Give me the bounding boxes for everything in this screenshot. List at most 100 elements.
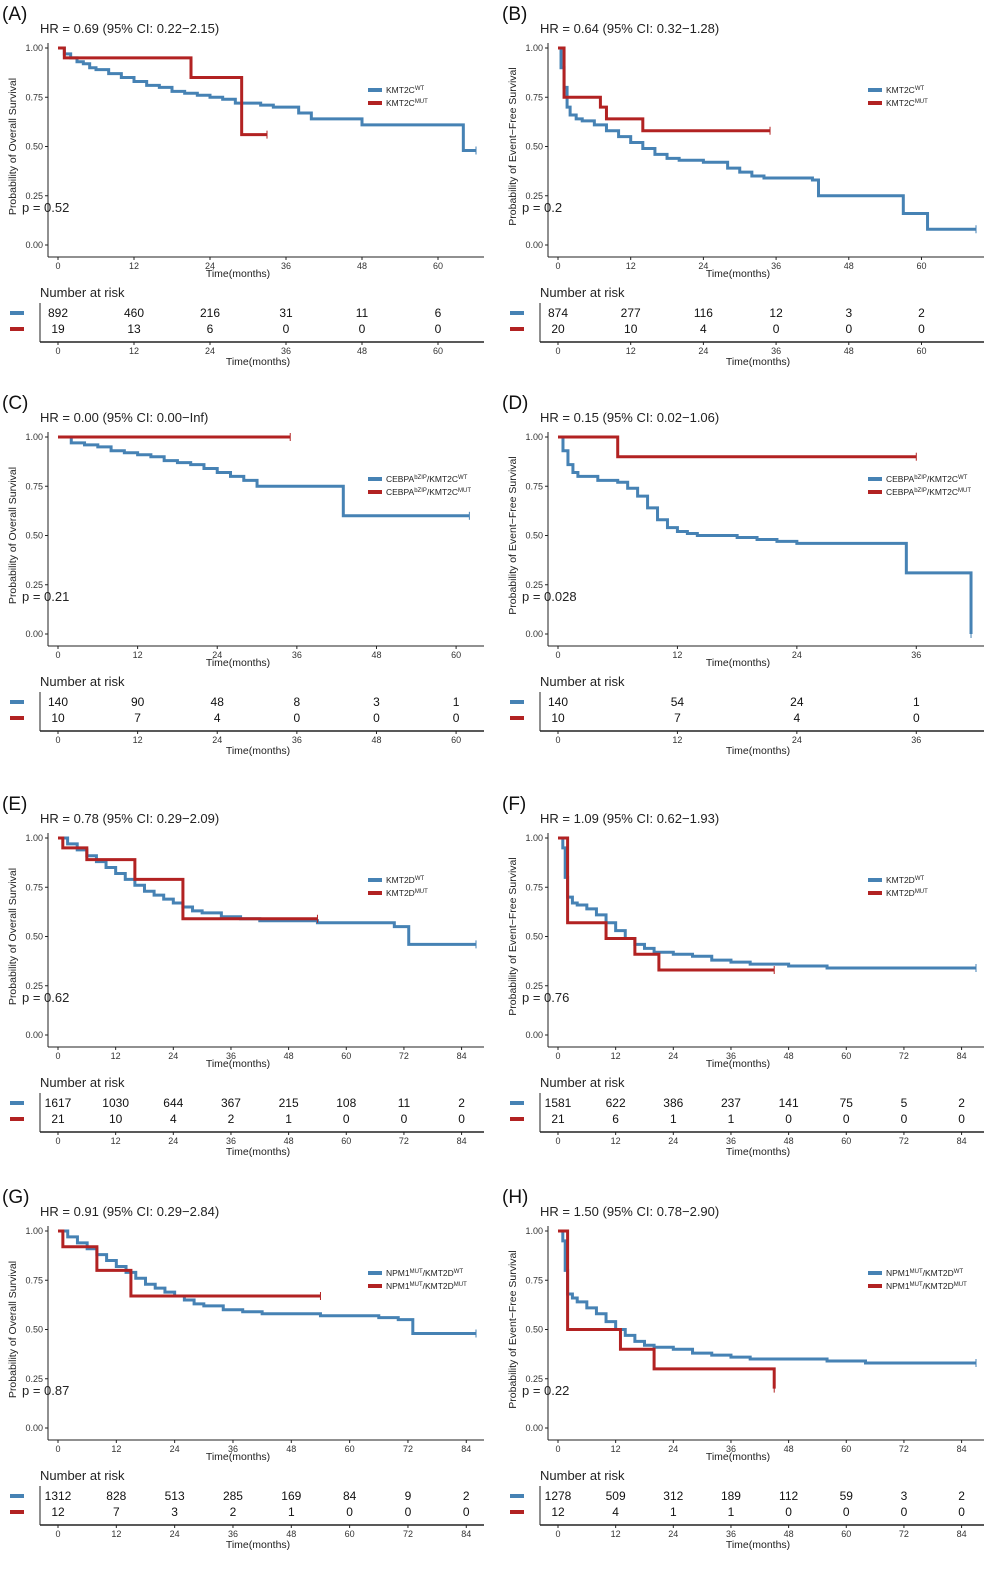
risk-count-mut: 1 — [288, 1505, 295, 1519]
risk-x-axis-label: Time(months) — [226, 1146, 290, 1158]
y-tick-label: 0.50 — [525, 1325, 543, 1335]
risk-count-mut: 4 — [612, 1505, 619, 1519]
risk-x-tick-label: 48 — [784, 1529, 794, 1539]
y-tick-label: 1.00 — [525, 833, 543, 843]
risk-count-wt: 3 — [845, 306, 852, 320]
risk-count-wt: 2 — [458, 1096, 465, 1110]
km-curve-wt — [58, 435, 470, 518]
risk-count-wt: 509 — [606, 1489, 626, 1503]
hr-annotation: HR = 0.00 (95% CI: 0.00−Inf) — [40, 410, 208, 425]
risk-count-mut: 1 — [670, 1112, 677, 1126]
y-tick-label: 0.75 — [525, 1275, 543, 1285]
x-tick-label: 60 — [841, 1444, 851, 1454]
risk-count-wt: 2 — [958, 1096, 965, 1110]
risk-count-wt: 12 — [769, 306, 783, 320]
risk-x-tick-label: 36 — [726, 1529, 736, 1539]
risk-x-tick-label: 60 — [341, 1136, 351, 1146]
risk-count-wt: 874 — [548, 306, 568, 320]
risk-count-wt: 2 — [918, 306, 925, 320]
panel-c: (C) HR = 0.00 (95% CI: 0.00−Inf) 0.00 0.25 0… — [2, 393, 484, 757]
panel-letter: (C) — [2, 393, 28, 414]
y-tick-label: 0.75 — [25, 882, 43, 892]
legend-label: CEBPAbZIP/KMT2CMUT — [886, 487, 971, 497]
x-tick-label: 24 — [668, 1051, 678, 1061]
risk-count-mut: 21 — [551, 1112, 565, 1126]
x-axis-label: Time(months) — [206, 268, 270, 280]
risk-count-mut: 21 — [51, 1112, 65, 1126]
y-tick-label: 0.00 — [25, 240, 43, 250]
y-axis-label: Probability of Event−Free Survival — [507, 1250, 519, 1408]
x-tick-label: 36 — [771, 261, 781, 271]
km-curve-mut — [558, 46, 771, 133]
p-value: p = 0.2 — [522, 200, 562, 215]
risk-count-wt: 237 — [721, 1096, 741, 1110]
risk-count-wt: 386 — [663, 1096, 683, 1110]
x-tick-label: 48 — [286, 1444, 296, 1454]
legend-label: CEBPAbZIP/KMT2CWT — [886, 474, 968, 484]
y-tick-label: 0.75 — [525, 92, 543, 102]
risk-count-mut: 0 — [463, 1505, 470, 1519]
y-tick-label: 0.25 — [25, 1374, 43, 1384]
legend-label: CEBPAbZIP/KMT2CWT — [386, 474, 468, 484]
panel-letter: (B) — [502, 4, 527, 25]
risk-x-tick-label: 0 — [55, 1136, 60, 1146]
risk-count-wt: 828 — [106, 1489, 126, 1503]
x-tick-label: 12 — [111, 1444, 121, 1454]
risk-count-mut: 0 — [901, 1505, 908, 1519]
risk-count-mut: 1 — [285, 1112, 292, 1126]
risk-count-mut: 3 — [171, 1505, 178, 1519]
panel-h: (H) HR = 1.50 (95% CI: 0.78−2.90) 0.00 0.25… — [502, 1187, 984, 1551]
risk-x-tick-label: 0 — [555, 346, 560, 356]
x-axis-label: Time(months) — [706, 657, 770, 669]
risk-count-wt: 31 — [279, 306, 293, 320]
risk-count-mut: 0 — [843, 1112, 850, 1126]
legend-label: KMT2DMUT — [886, 888, 928, 898]
hr-annotation: HR = 0.69 (95% CI: 0.22−2.15) — [40, 21, 219, 36]
risk-count-mut: 7 — [134, 711, 141, 725]
legend-label: NPM1MUT/KMT2DWT — [386, 1268, 463, 1278]
legend-label: NPM1MUT/KMT2DMUT — [886, 1281, 967, 1291]
panel-letter: (G) — [2, 1187, 29, 1208]
legend-label: NPM1MUT/KMT2DMUT — [386, 1281, 467, 1291]
y-tick-label: 0.25 — [525, 981, 543, 991]
y-tick-label: 0.75 — [25, 1275, 43, 1285]
x-tick-label: 72 — [399, 1051, 409, 1061]
y-tick-label: 1.00 — [25, 833, 43, 843]
risk-x-tick-label: 72 — [403, 1529, 413, 1539]
risk-count-wt: 622 — [606, 1096, 626, 1110]
x-tick-label: 0 — [55, 1051, 60, 1061]
risk-count-wt: 59 — [840, 1489, 854, 1503]
risk-count-wt: 2 — [958, 1489, 965, 1503]
risk-x-tick-label: 12 — [611, 1136, 621, 1146]
risk-count-mut: 0 — [958, 1112, 965, 1126]
risk-count-wt: 140 — [48, 695, 68, 709]
risk-count-wt: 6 — [435, 306, 442, 320]
km-curve-mut — [558, 435, 917, 459]
risk-count-mut: 0 — [283, 322, 290, 336]
risk-x-tick-label: 0 — [555, 735, 560, 745]
km-curve-mut — [558, 836, 775, 972]
risk-count-wt: 2 — [463, 1489, 470, 1503]
hr-annotation: HR = 0.64 (95% CI: 0.32−1.28) — [540, 21, 719, 36]
x-tick-label: 48 — [284, 1051, 294, 1061]
km-curve-mut — [58, 1229, 321, 1298]
risk-count-mut: 0 — [845, 322, 852, 336]
risk-x-tick-label: 24 — [170, 1529, 180, 1539]
y-tick-label: 1.00 — [525, 1226, 543, 1236]
y-tick-label: 0.50 — [25, 142, 43, 152]
km-curve-wt — [558, 836, 976, 970]
panel-e: (E) HR = 0.78 (95% CI: 0.29−2.09) 0.00 0.25… — [2, 794, 484, 1158]
risk-count-wt: 24 — [790, 695, 804, 709]
risk-count-mut: 4 — [170, 1112, 177, 1126]
risk-count-mut: 2 — [230, 1505, 237, 1519]
risk-x-axis-label: Time(months) — [726, 356, 790, 368]
km-curve-wt — [558, 1229, 976, 1365]
panel-letter: (A) — [2, 4, 27, 25]
x-tick-label: 0 — [555, 261, 560, 271]
risk-count-wt: 513 — [165, 1489, 185, 1503]
risk-count-mut: 19 — [51, 322, 65, 336]
risk-table-title: Number at risk — [540, 674, 625, 689]
panel-d: (D) HR = 0.15 (95% CI: 0.02−1.06) 0.00 0.25… — [502, 393, 984, 757]
risk-count-wt: 116 — [694, 306, 713, 320]
